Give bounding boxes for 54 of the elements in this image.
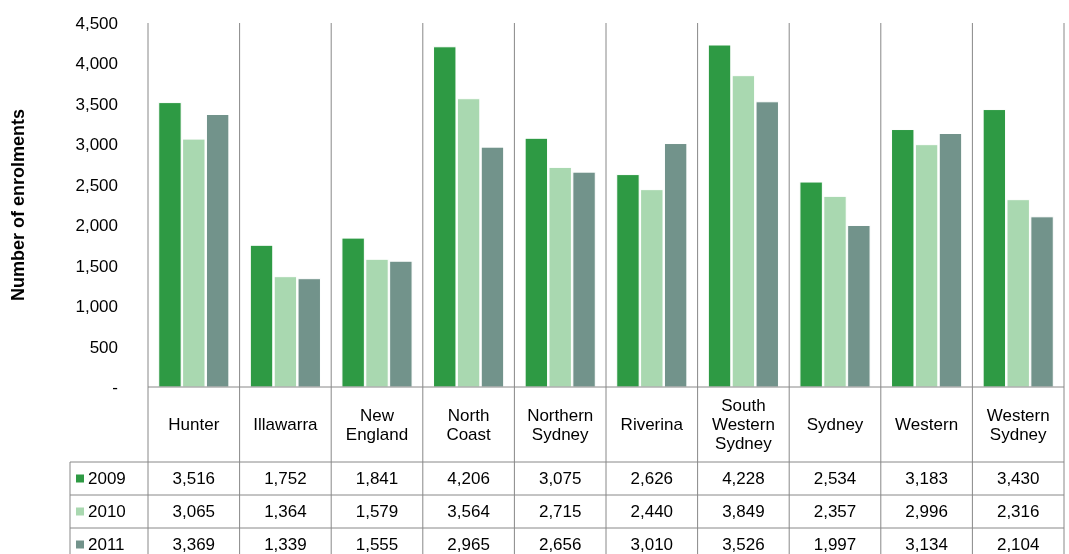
data-label: 3,369 bbox=[172, 535, 216, 554]
x-tick-label: Sydney bbox=[806, 415, 864, 435]
y-tick-label: 2,500 bbox=[75, 175, 118, 195]
y-axis-title: Number of enrolments bbox=[8, 108, 28, 302]
data-label: 2,996 bbox=[905, 502, 948, 522]
x-tick-label: Illawarra bbox=[253, 415, 319, 435]
x-tick-label: New England bbox=[345, 405, 409, 444]
data-label: 2,965 bbox=[447, 535, 490, 554]
data-label: 3,526 bbox=[722, 535, 765, 554]
y-tick-label: 500 bbox=[89, 337, 118, 357]
data-label: 1,364 bbox=[264, 502, 307, 522]
data-label: 1,752 bbox=[264, 469, 307, 489]
y-tick-label: 3,500 bbox=[75, 94, 118, 114]
y-tick-label: 1,000 bbox=[75, 297, 118, 317]
y-tick-label: 3,000 bbox=[75, 135, 118, 155]
x-tick-label: Northern Sydney bbox=[527, 405, 594, 444]
y-tick-label: - bbox=[112, 377, 118, 397]
data-label: 3,134 bbox=[905, 535, 948, 554]
data-label: 2,104 bbox=[996, 535, 1040, 554]
x-tick-label: Riverina bbox=[620, 415, 684, 435]
y-tick-label: 4,500 bbox=[75, 13, 118, 33]
x-tick-label: South Western Sydney bbox=[711, 396, 775, 454]
data-label: 3,849 bbox=[722, 502, 765, 522]
data-label: 3,516 bbox=[172, 469, 216, 489]
data-label: 1,555 bbox=[355, 535, 399, 554]
x-tick-label: North Coast bbox=[446, 405, 492, 444]
data-label: 2,440 bbox=[630, 502, 674, 522]
data-label: 1,579 bbox=[355, 502, 399, 522]
data-label: 3,075 bbox=[538, 469, 582, 489]
y-tick-label: 4,000 bbox=[75, 54, 118, 74]
data-label: 4,228 bbox=[722, 469, 765, 489]
data-label: 3,065 bbox=[172, 502, 216, 522]
data-label: 3,564 bbox=[447, 502, 490, 522]
data-label: 3,183 bbox=[905, 469, 948, 489]
y-tick-label: 2,000 bbox=[75, 216, 118, 236]
data-label: 3,430 bbox=[996, 469, 1040, 489]
data-label: 1,339 bbox=[264, 535, 307, 554]
legend-label: 2011 bbox=[88, 535, 125, 554]
data-label: 3,010 bbox=[630, 535, 674, 554]
x-tick-label: Hunter bbox=[168, 415, 220, 435]
data-label: 1,997 bbox=[813, 535, 857, 554]
data-label: 2,316 bbox=[996, 502, 1040, 522]
data-label: 1,841 bbox=[355, 469, 399, 489]
data-label: 2,656 bbox=[538, 535, 582, 554]
y-tick-label: 1,500 bbox=[75, 256, 118, 276]
data-label: 2,626 bbox=[630, 469, 674, 489]
data-label: 4,206 bbox=[447, 469, 490, 489]
x-tick-label: Western Sydney bbox=[986, 405, 1050, 444]
data-label: 2,534 bbox=[813, 469, 857, 489]
legend-label: 2010 bbox=[88, 502, 126, 522]
data-label: 2,357 bbox=[813, 502, 857, 522]
legend-label: 2009 bbox=[88, 469, 126, 489]
data-label: 2,715 bbox=[538, 502, 582, 522]
x-tick-label: Western bbox=[895, 415, 959, 435]
